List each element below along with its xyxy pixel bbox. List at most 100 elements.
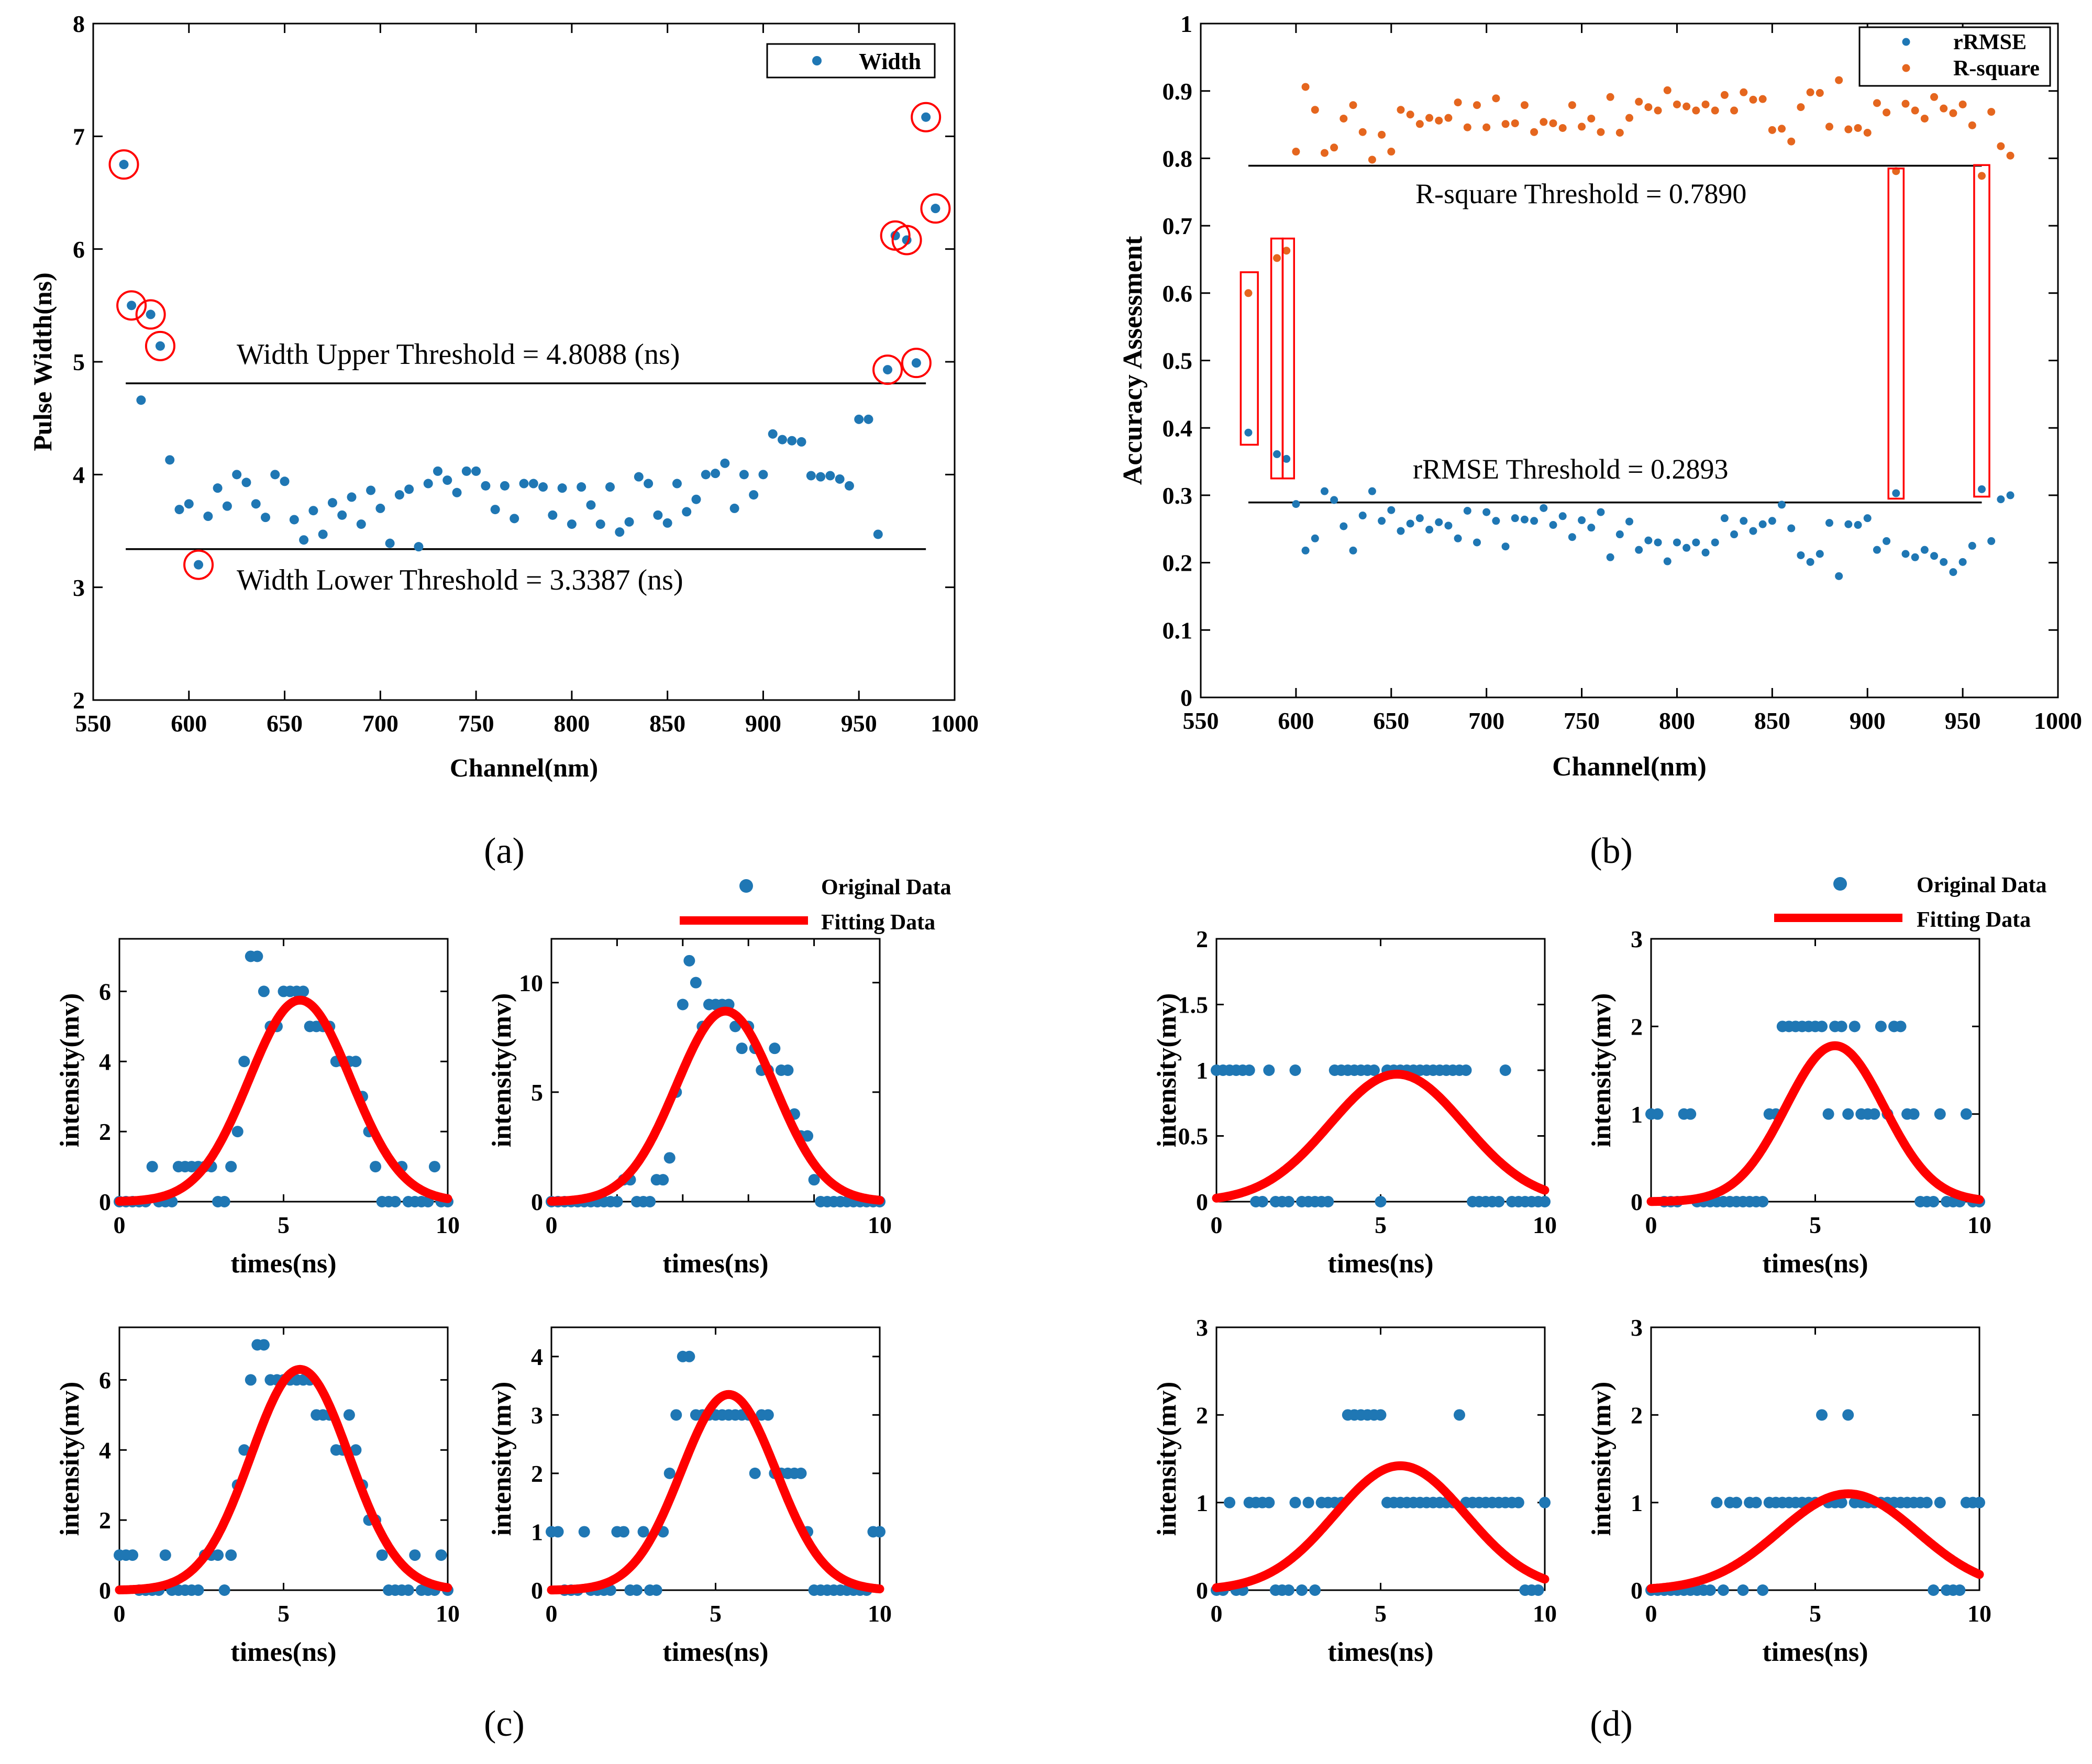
legend: Width (766, 43, 936, 79)
data-point (258, 1339, 270, 1351)
y-tick-label: 6 (73, 236, 85, 263)
x-tick-label: 900 (745, 710, 781, 737)
rsquare-point (1854, 124, 1862, 132)
rrmse-point (1482, 508, 1491, 516)
rrmse-point (1330, 496, 1338, 504)
legend-marker (812, 56, 822, 65)
rrmse-point (1768, 517, 1776, 525)
width-point (394, 490, 404, 500)
rsquare-point (1397, 106, 1405, 114)
data-point (218, 1584, 230, 1596)
width-point (146, 309, 156, 319)
highlight-box (1281, 237, 1296, 480)
x-tick-label: 750 (1564, 707, 1600, 734)
y-tick-label: 4 (73, 461, 85, 488)
data-point (795, 1467, 807, 1479)
width-point (749, 490, 759, 500)
rrmse-point (1415, 514, 1424, 523)
data-point (690, 977, 702, 989)
width-point (662, 518, 672, 528)
width-point (213, 483, 223, 493)
subplot: 0 5 10 0 1 2 3 times(ns) intensity(mv) (1587, 1314, 1991, 1667)
rrmse-point (1378, 517, 1386, 525)
rrmse-point (1701, 548, 1710, 557)
rsquare-point (1473, 101, 1481, 109)
data-point (782, 1064, 794, 1076)
data-point (1368, 1064, 1380, 1076)
x-tick-label: 550 (75, 710, 112, 737)
y-tick-label: 3 (531, 1402, 543, 1428)
rrmse-point (1949, 568, 1957, 576)
width-point (461, 466, 471, 476)
x-tick-label: 650 (267, 710, 303, 737)
data-point (238, 1056, 250, 1068)
data-point (1974, 1496, 1985, 1508)
data-point (1750, 1496, 1762, 1508)
data-point (1835, 1496, 1847, 1508)
data-point (1512, 1496, 1524, 1508)
legend-marker-rrmse (1902, 38, 1910, 46)
data-point (677, 999, 689, 1011)
subplot: 0 5 10 0 1 2 3 4 times(ns) intensity(mv) (487, 1326, 892, 1667)
rsquare-point (1863, 128, 1872, 137)
y-tick-label: 2 (73, 687, 85, 714)
rsquare-point (1997, 142, 2005, 150)
rrmse-point (1340, 522, 1348, 530)
width-point (720, 458, 730, 468)
data-point (1816, 1020, 1828, 1033)
width-point (672, 479, 682, 489)
fit-curve (1212, 1069, 1549, 1203)
y-tick-label: 0.9 (1163, 78, 1193, 105)
rrmse-point (1854, 521, 1862, 529)
rsquare-point (1949, 109, 1957, 117)
data-point (1263, 1496, 1275, 1508)
rrmse-point (1920, 546, 1929, 554)
fit-curve (1646, 1489, 1984, 1593)
y-tick-label: 1 (1631, 1490, 1643, 1516)
rrmse-point (1711, 538, 1719, 547)
rsquare-point (1368, 156, 1376, 164)
rsquare-point (1692, 106, 1700, 115)
rrmse-point (1673, 538, 1681, 547)
width-point (796, 437, 806, 447)
width-point (337, 510, 347, 520)
plot-frame (1650, 1326, 1980, 1591)
data-point (212, 1549, 224, 1561)
rsquare-point (1654, 106, 1662, 115)
rsquare-point (1987, 108, 1996, 116)
y-tick-label: 0 (1180, 684, 1192, 711)
rrmse-point (1558, 512, 1567, 520)
data-point (874, 1526, 885, 1538)
rsquare-point (1463, 123, 1471, 131)
outlier-circle (872, 354, 903, 385)
highlight-box (1887, 167, 1905, 500)
rsquare-point (1358, 128, 1367, 136)
width-point (261, 513, 270, 523)
x-tick-label: 650 (1373, 707, 1409, 734)
data-point (1375, 1409, 1387, 1421)
rsquare-point (1683, 102, 1691, 110)
rrmse-point (1749, 527, 1757, 535)
legend-label-fit: Fitting Data (1917, 908, 2031, 932)
rrmse-point (1578, 516, 1586, 525)
rsquare-point (1673, 100, 1681, 108)
y-tick-label: 3 (73, 574, 85, 601)
data-point (350, 1056, 362, 1068)
data-point (1954, 1584, 1966, 1596)
rsquare-point (1578, 123, 1586, 131)
data-point (1532, 1584, 1544, 1596)
rsquare-point (1930, 93, 1939, 101)
rsquare-point (2006, 151, 2014, 160)
rrmse-point (1320, 487, 1329, 495)
panel-label-c: (c) (484, 1704, 525, 1744)
data-point (1256, 1196, 1268, 1207)
rrmse-point (1968, 541, 1976, 550)
plot-frame (550, 1326, 881, 1591)
data-point (297, 985, 309, 997)
x-tick-label: 600 (171, 710, 207, 737)
y-tick-label: 0 (99, 1577, 111, 1604)
data-point (1835, 1020, 1847, 1033)
data-point (225, 1161, 237, 1173)
x-tick-label: 1000 (2034, 707, 2082, 734)
width-point (366, 485, 376, 495)
